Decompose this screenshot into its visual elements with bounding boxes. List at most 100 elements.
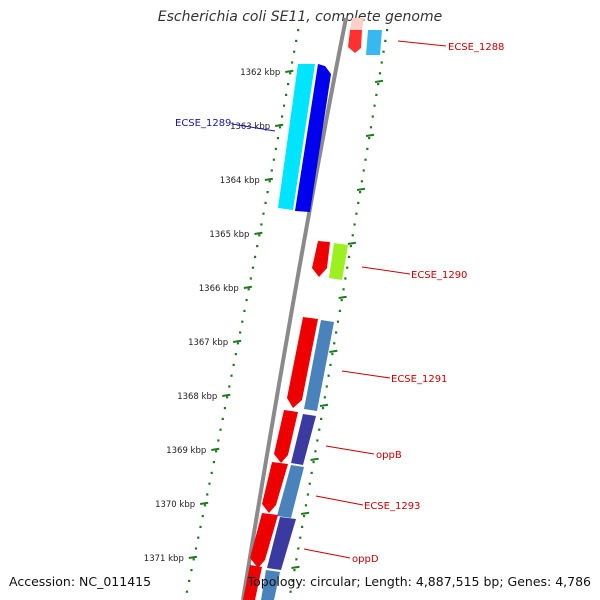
minor-tick: [245, 299, 248, 302]
tick-label-1369: 1369 kbp: [166, 446, 206, 456]
minor-tick: [276, 137, 280, 140]
minor-tick: [347, 255, 351, 258]
feature-oppB-cds[interactable]: [291, 414, 316, 465]
label-ECSE_1293[interactable]: ECSE_1293: [364, 501, 420, 512]
minor-tick: [232, 363, 235, 366]
minor-tick: [293, 50, 296, 53]
feature-ECSE_1288-cds[interactable]: [366, 30, 382, 55]
minor-tick: [349, 245, 353, 248]
minor-tick: [206, 493, 209, 496]
minor-tick: [282, 104, 286, 107]
minor-tick: [344, 277, 347, 280]
minor-tick: [321, 407, 325, 410]
feature-ECSE_1293-cds[interactable]: [277, 465, 304, 518]
minor-tick: [266, 191, 269, 194]
label-oppD[interactable]: oppD: [352, 554, 379, 565]
minor-tick: [272, 158, 275, 161]
minor-tick: [382, 50, 385, 53]
gene-labels: ECSE_1288 ECSE_1289 ECSE_1290 ECSE_1291 …: [175, 42, 504, 565]
minor-tick: [378, 72, 382, 75]
minor-tick: [351, 234, 354, 237]
minor-tick: [373, 104, 376, 107]
minor-tick: [302, 515, 306, 518]
minor-tick: [336, 320, 340, 323]
feature-oppD-gene[interactable]: [250, 513, 278, 568]
minor-tick: [190, 569, 193, 572]
minor-tick: [185, 590, 188, 593]
label-ECSE_1289[interactable]: ECSE_1289: [175, 118, 231, 129]
minor-tick: [362, 169, 365, 172]
minor-tick: [249, 277, 252, 280]
minor-tick: [278, 126, 282, 129]
minor-tick: [299, 536, 302, 539]
minor-tick: [268, 180, 271, 183]
feature-partial-cds[interactable]: [261, 570, 280, 600]
feature-track: [243, 18, 382, 600]
minor-tick: [197, 536, 200, 539]
minor-tick: [295, 39, 298, 42]
minor-tick: [357, 201, 360, 204]
tick-label-1371: 1371 kbp: [144, 554, 184, 564]
feature-ECSE_1291-cds[interactable]: [304, 320, 334, 411]
feature-partial-gene[interactable]: [243, 565, 262, 600]
feature-ECSE_1289-gene[interactable]: [295, 64, 331, 212]
minor-tick: [384, 39, 387, 42]
minor-tick: [353, 223, 356, 226]
minor-tick: [340, 299, 343, 302]
minor-tick: [316, 439, 319, 442]
minor-tick: [188, 579, 191, 582]
minor-tick: [241, 320, 244, 323]
minor-tick: [342, 288, 345, 291]
feature-ECSE_1290-cds[interactable]: [329, 243, 348, 280]
feature-oppD-cds[interactable]: [267, 517, 296, 570]
minor-tick: [293, 569, 296, 572]
feature-ECSE_1293-gene[interactable]: [262, 462, 288, 513]
minor-tick: [377, 83, 380, 86]
feature-ECSE_1288-gene[interactable]: [348, 30, 362, 53]
minor-tick: [219, 428, 222, 431]
feature-ECSE_1289-cds[interactable]: [278, 64, 315, 210]
backbone-arc: [241, 17, 348, 600]
minor-tick: [371, 115, 374, 118]
minor-tick: [228, 385, 231, 388]
minor-tick: [274, 147, 278, 150]
minor-tick: [314, 450, 317, 453]
minor-tick: [297, 547, 300, 550]
minor-tick: [270, 169, 273, 172]
feature-ECSE_1291-gene[interactable]: [287, 317, 318, 408]
minor-tick: [312, 461, 315, 464]
minor-tick: [251, 266, 255, 269]
minor-tick: [291, 61, 294, 64]
feature-ECSE_1290-gene[interactable]: [312, 241, 330, 277]
label-ECSE_1290[interactable]: ECSE_1290: [411, 270, 467, 281]
minor-tick: [256, 245, 259, 248]
outer-tick-ring: [185, 29, 300, 593]
minor-tick: [368, 137, 371, 140]
minor-tick: [217, 439, 220, 442]
minor-tick: [386, 29, 389, 32]
feature-oppB-gene[interactable]: [274, 410, 298, 463]
label-ECSE_1291[interactable]: ECSE_1291: [391, 374, 447, 385]
minor-tick: [291, 579, 294, 582]
inner-tick-ring: [289, 29, 389, 593]
minor-tick: [297, 29, 300, 32]
minor-tick: [262, 212, 265, 215]
minor-tick: [304, 504, 308, 507]
minor-tick: [264, 201, 267, 204]
minor-tick: [210, 471, 213, 474]
minor-tick: [306, 493, 309, 496]
label-ECSE_1288[interactable]: ECSE_1288: [448, 42, 504, 53]
minor-tick: [192, 558, 195, 561]
minor-tick: [194, 547, 198, 550]
minor-tick: [369, 126, 373, 129]
minor-tick: [230, 374, 233, 377]
tick-label-1365: 1365 kbp: [209, 230, 249, 240]
genome-summary-text: Topology: circular; Length: 4,887,515 bp…: [247, 574, 591, 589]
minor-tick: [199, 525, 202, 528]
minor-tick: [239, 331, 242, 334]
label-oppB[interactable]: oppB: [376, 450, 402, 461]
minor-tick: [323, 396, 326, 399]
minor-tick: [215, 450, 218, 453]
minor-tick: [289, 590, 292, 593]
